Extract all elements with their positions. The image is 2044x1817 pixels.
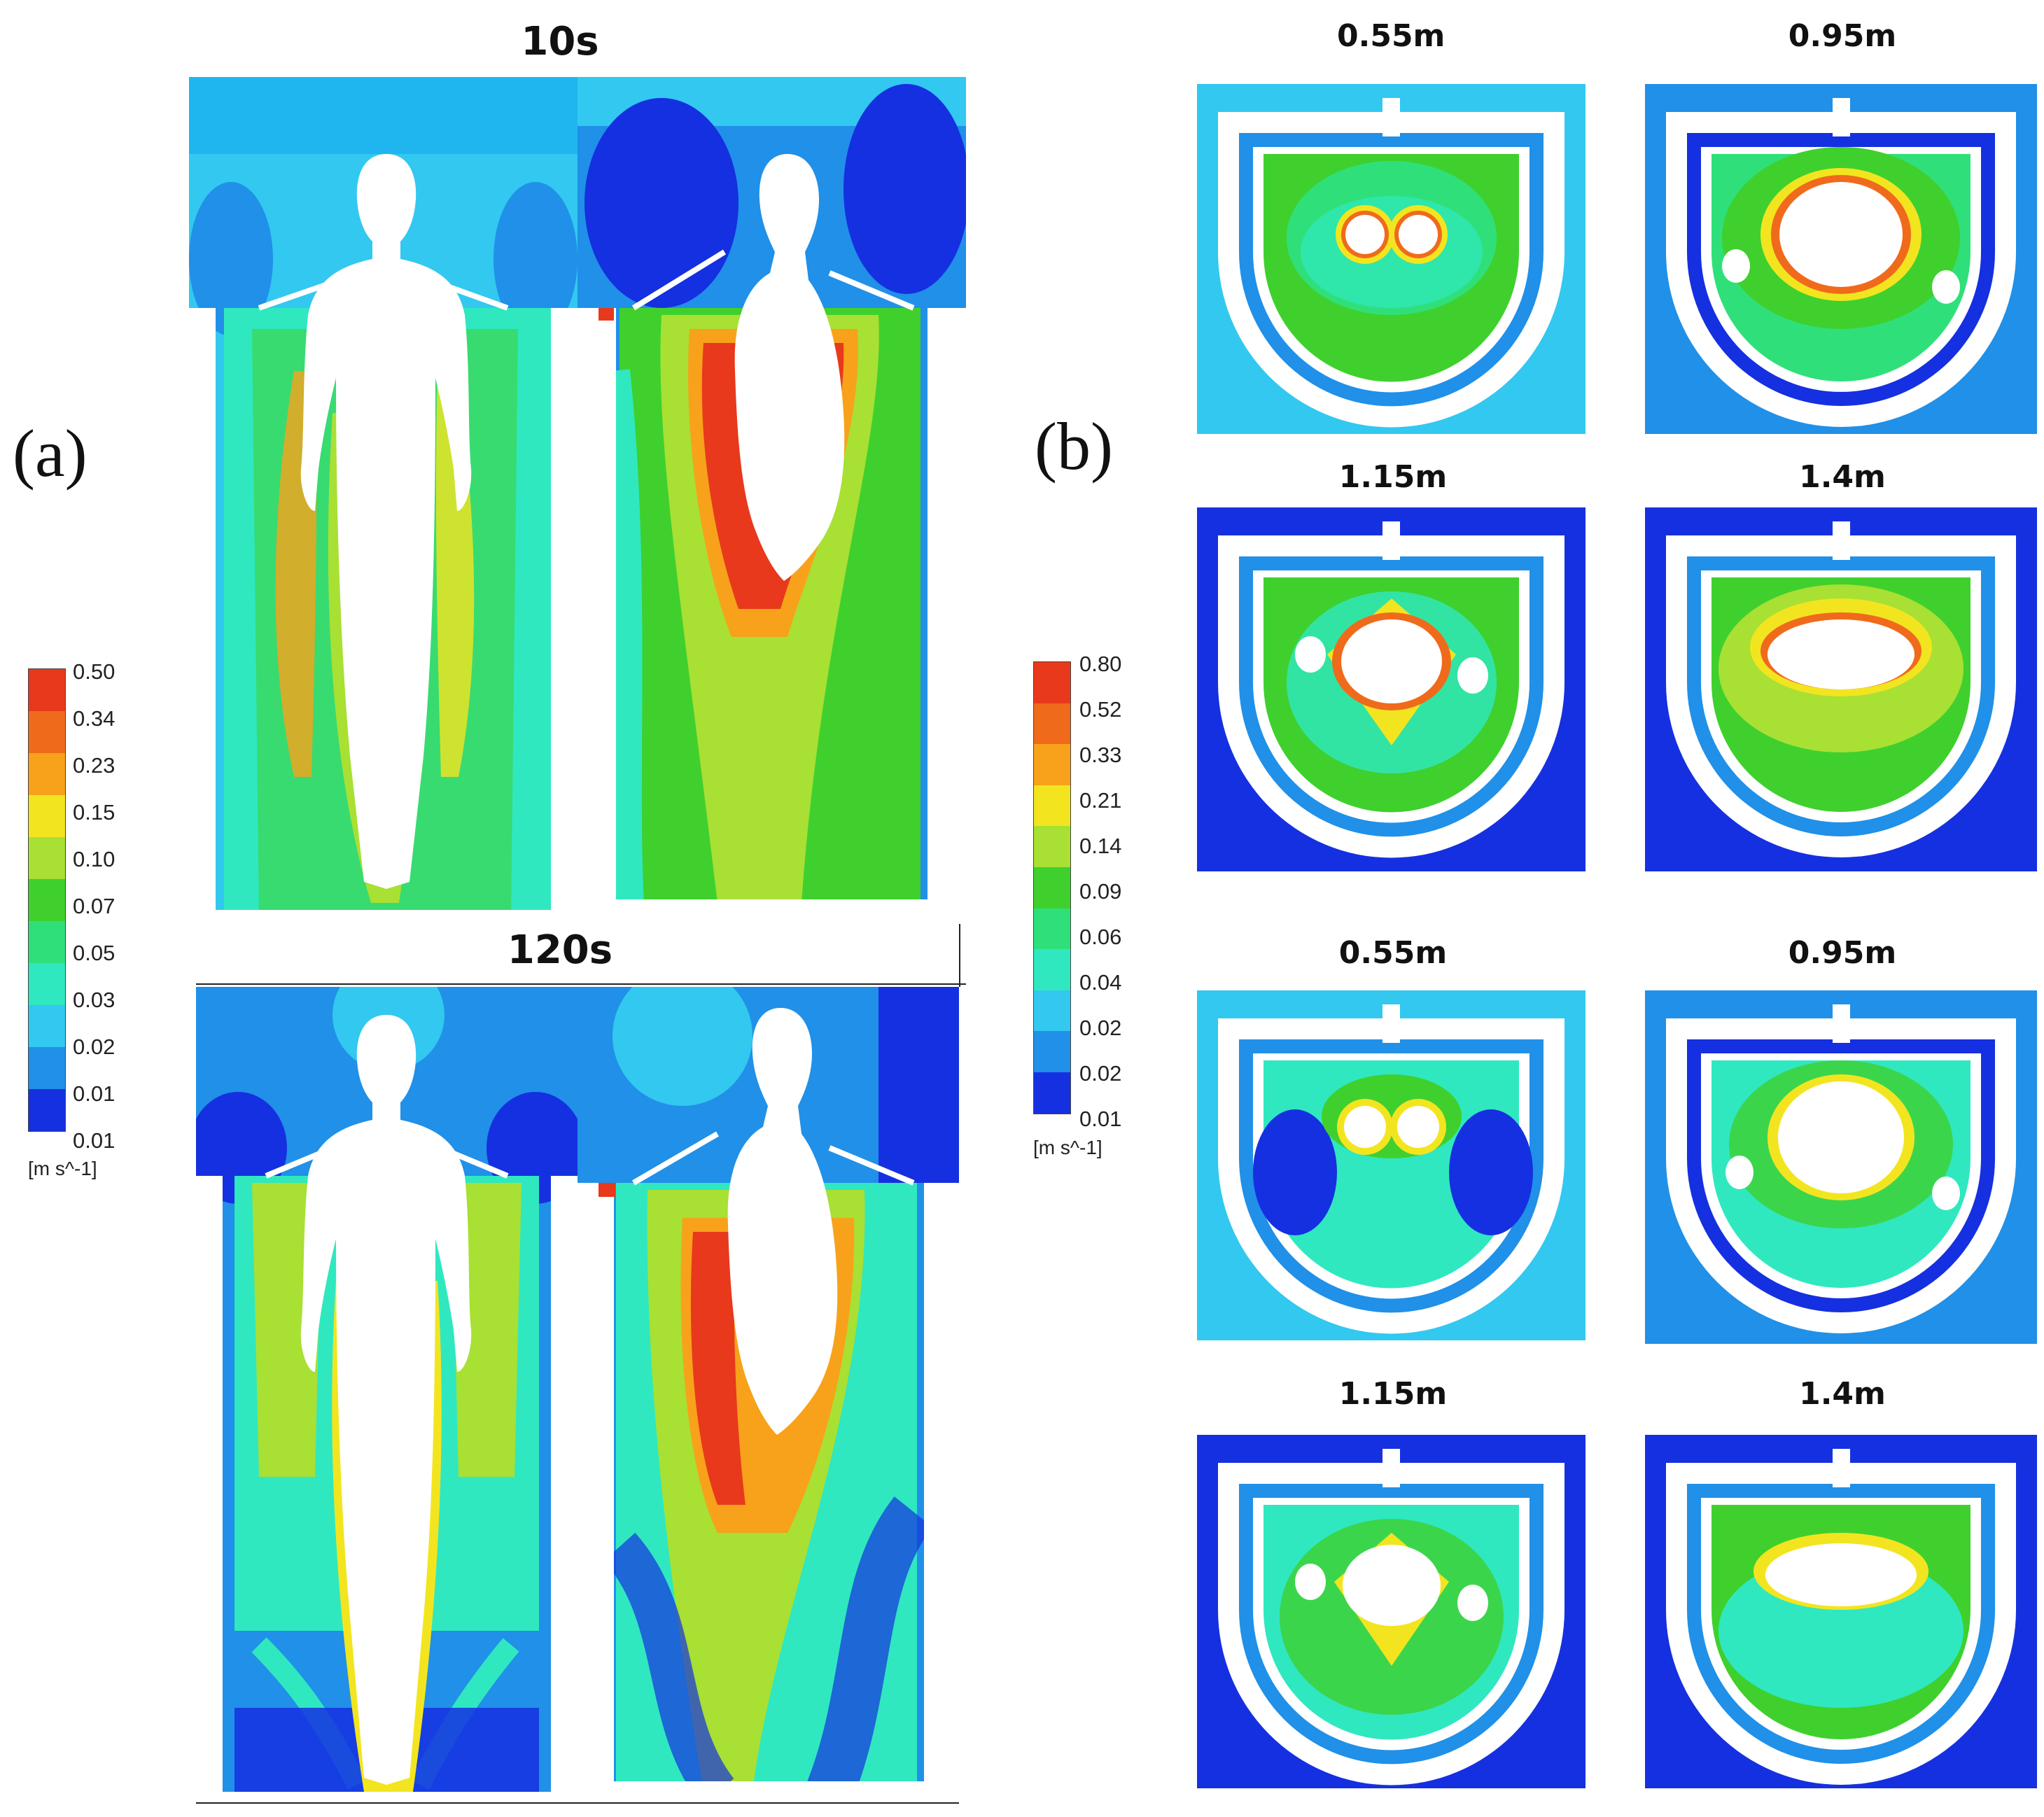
section-top-0 xyxy=(1197,84,1586,434)
divider-line xyxy=(959,924,960,987)
colorbar-b-tick: 0.02 xyxy=(1079,1061,1122,1086)
section-title-top-0: 0.55m xyxy=(1337,18,1446,54)
colorbar-b-tick: 0.14 xyxy=(1079,834,1122,858)
colorbar-b-tick: 0.80 xyxy=(1079,652,1122,676)
section-title-top-3: 1.4m xyxy=(1799,459,1886,495)
panel-b-letter: (b) xyxy=(1035,409,1113,484)
section-top-2 xyxy=(1197,507,1586,871)
section-title-top-2: 1.15m xyxy=(1338,459,1448,495)
colorbar-a-tick: 0.34 xyxy=(73,706,115,731)
colorbar-a-unit: [m s^-1] xyxy=(28,1158,97,1179)
colorbar-b-tick: 0.33 xyxy=(1079,743,1122,767)
row-title-120s: 120s xyxy=(507,927,613,973)
colorbar-a-tick: 0.10 xyxy=(73,847,115,871)
divider-line xyxy=(196,1802,959,1804)
section-title-bottom-3: 1.4m xyxy=(1799,1376,1886,1412)
colorbar-a-tick: 0.03 xyxy=(73,988,115,1012)
colorbar-a-tick: 0.15 xyxy=(73,800,115,825)
colorbar-b-tick: 0.01 xyxy=(1079,1107,1122,1131)
contour-10s-front xyxy=(189,77,578,917)
row-title-10s: 10s xyxy=(521,19,599,64)
colorbar-b-tick: 0.21 xyxy=(1079,788,1122,813)
colorbar-a-tick: 0.01 xyxy=(73,1128,115,1153)
colorbar-b-tick: 0.04 xyxy=(1079,970,1122,995)
section-bottom-1 xyxy=(1645,990,2037,1344)
colorbar-b xyxy=(1033,661,1071,1114)
colorbar-a-tick: 0.01 xyxy=(73,1081,115,1106)
section-title-top-1: 0.95m xyxy=(1788,18,1897,54)
panel-a-letter: (a) xyxy=(13,416,88,491)
colorbar-b-tick: 0.09 xyxy=(1079,879,1122,904)
section-bottom-0 xyxy=(1197,990,1586,1340)
colorbar-a xyxy=(28,668,66,1132)
colorbar-b-unit: [m s^-1] xyxy=(1033,1137,1102,1158)
contour-120s-front xyxy=(196,987,578,1799)
section-bottom-2 xyxy=(1197,1435,1586,1788)
contour-120s-side xyxy=(578,987,959,1799)
colorbar-a-tick: 0.50 xyxy=(73,659,115,684)
section-bottom-3 xyxy=(1645,1435,2037,1788)
colorbar-a-tick: 0.23 xyxy=(73,753,115,778)
section-top-3 xyxy=(1645,507,2037,871)
section-title-bottom-0: 0.55m xyxy=(1338,935,1448,971)
colorbar-b-tick: 0.02 xyxy=(1079,1016,1122,1040)
colorbar-b-tick: 0.06 xyxy=(1079,925,1122,949)
divider-line xyxy=(196,983,966,985)
colorbar-a-tick: 0.07 xyxy=(73,894,115,918)
colorbar-a-tick: 0.05 xyxy=(73,941,115,965)
section-top-1 xyxy=(1645,84,2037,434)
contour-10s-side xyxy=(578,77,966,917)
section-title-bottom-2: 1.15m xyxy=(1338,1376,1448,1412)
section-title-bottom-1: 0.95m xyxy=(1788,935,1897,971)
colorbar-a-tick: 0.02 xyxy=(73,1034,115,1059)
colorbar-b-tick: 0.52 xyxy=(1079,697,1122,722)
